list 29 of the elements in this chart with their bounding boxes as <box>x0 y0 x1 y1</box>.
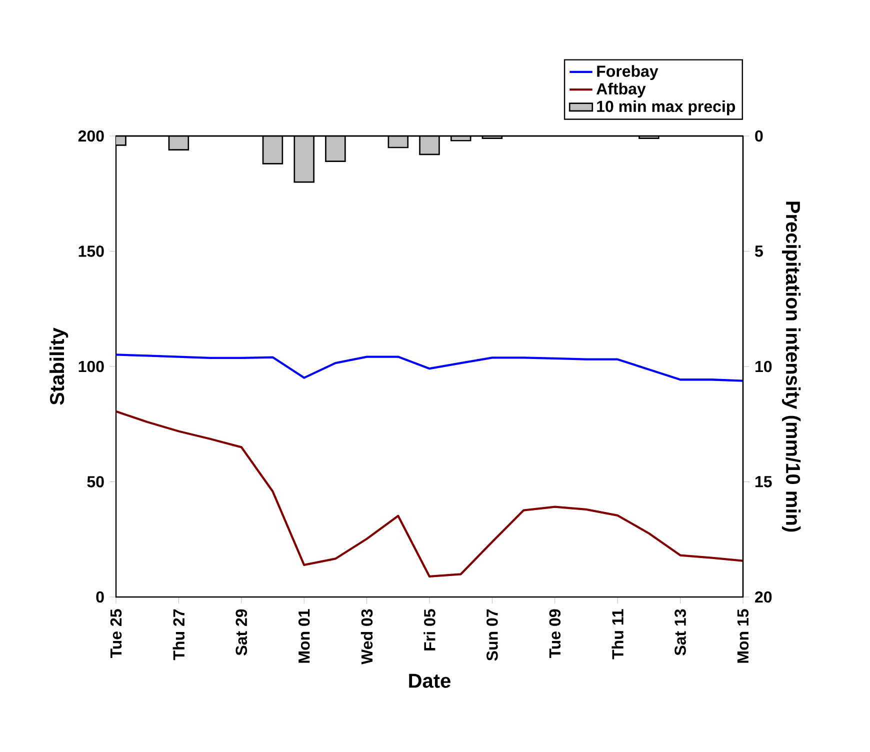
x-tick-label: Sat 13 <box>674 609 686 656</box>
y-tick-label: 0 <box>96 591 104 603</box>
y2-tick-label: 15 <box>756 476 772 488</box>
x-tick-label: Thu 27 <box>172 609 185 660</box>
x-tick-label: Thu 11 <box>612 609 624 660</box>
y-tick-label: 150 <box>78 246 104 257</box>
y-tick-label: 50 <box>87 476 104 488</box>
x-tick-label: Mon 15 <box>737 609 749 663</box>
legend-label: 10 min max precip <box>597 100 736 116</box>
x-tick-label: Tue 25 <box>110 609 122 658</box>
y-axis-title: Stability <box>49 328 68 405</box>
legend-label: Forebay <box>597 65 658 80</box>
x-tick-label: Fri 05 <box>424 609 436 650</box>
x-tick-label: Mon 01 <box>298 609 310 663</box>
y2-tick-label: 5 <box>754 246 763 257</box>
legend-label: Aftbay <box>596 82 646 98</box>
x-tick-label: Sun 07 <box>486 609 498 661</box>
y-tick-label: 100 <box>78 360 104 372</box>
y2-tick-label: 20 <box>755 591 772 603</box>
x-tick-label: Tue 09 <box>549 609 561 658</box>
line-series <box>116 410 743 578</box>
y2-tick-label: 10 <box>756 360 772 372</box>
x-axis-title: Date <box>409 674 450 688</box>
y-tick-label: 200 <box>78 130 104 142</box>
line-series <box>116 354 743 382</box>
y2-tick-label: 0 <box>755 130 763 142</box>
x-tick-label: Wed 03 <box>360 609 373 664</box>
y2-axis-title: Precipitation intensity (mm/10 min) <box>782 202 801 532</box>
x-tick-label: Sat 29 <box>236 609 248 656</box>
